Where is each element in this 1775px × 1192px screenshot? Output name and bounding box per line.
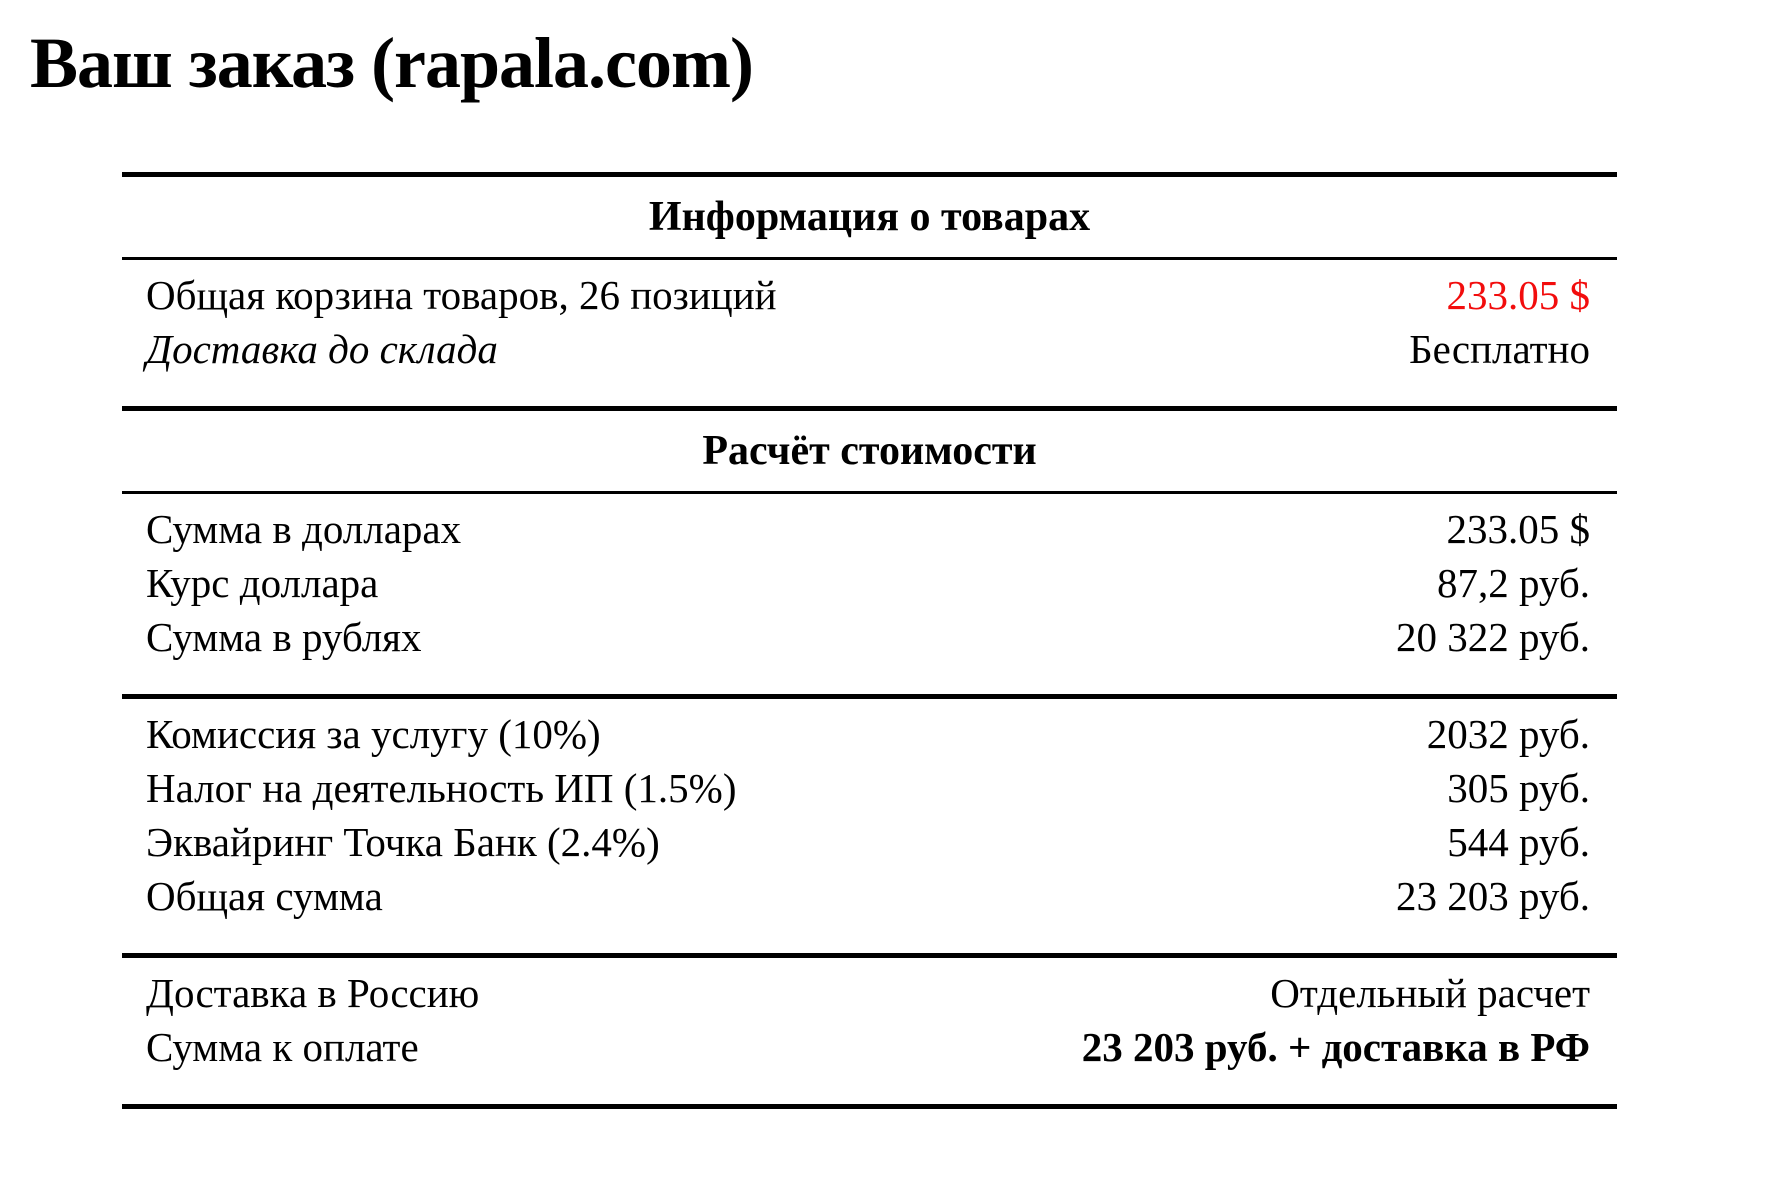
row-value-warehouse-delivery: Бесплатно [1409, 326, 1590, 372]
table-row: Курс доллара 87,2 руб. [146, 556, 1590, 610]
group-products-info: Общая корзина товаров, 26 позиций 233.05… [122, 260, 1617, 406]
group-divider-rule [122, 953, 1617, 958]
table-row: Сумма в рублях 20 322 руб. [146, 610, 1590, 664]
row-value-grand-total: 23 203 руб. [1395, 873, 1590, 919]
row-value-acquiring: 544 руб. [1447, 819, 1590, 865]
row-label-usd-rate: Курс доллара [146, 560, 379, 606]
row-label-russia-delivery: Доставка в Россию [146, 970, 480, 1016]
row-label-amount-due: Сумма к оплате [146, 1024, 419, 1070]
row-label-cart-total: Общая корзина товаров, 26 позиций [146, 272, 777, 318]
row-label-warehouse-delivery: Доставка до склада [146, 326, 498, 372]
row-value-sum-rub: 20 322 руб. [1395, 614, 1590, 660]
row-value-amount-due: 23 203 руб. + доставка в РФ [1081, 1024, 1590, 1070]
section-header-products-info: Информация о товарах [648, 194, 1091, 240]
row-value-russia-delivery: Отдельный расчет [1270, 970, 1590, 1016]
table-row: Общая корзина товаров, 26 позиций 233.05… [146, 268, 1590, 322]
section-header-cost-calculation: Расчёт стоимости [702, 428, 1037, 474]
table-row: Доставка до склада Бесплатно [146, 322, 1590, 376]
group-payment: Доставка в Россию Отдельный расчет Сумма… [122, 958, 1617, 1104]
table-row: Сумма к оплате 23 203 руб. + доставка в … [146, 1020, 1590, 1074]
row-value-usd-rate: 87,2 руб. [1436, 560, 1590, 606]
table-row: Сумма в долларах 233.05 $ [146, 502, 1590, 556]
table-row: Комиссия за услугу (10%) 2032 руб. [146, 707, 1590, 761]
group-currency-conversion: Сумма в долларах 233.05 $ Курс доллара 8… [122, 494, 1617, 694]
header-underline-rule [122, 257, 1617, 260]
row-label-sum-rub: Сумма в рублях [146, 614, 422, 660]
row-value-cart-total: 233.05 $ [1446, 272, 1591, 318]
table-bottom-rule [122, 1104, 1617, 1109]
order-table: Информация о товарах Общая корзина товар… [122, 172, 1617, 1109]
row-label-service-fee: Комиссия за услугу (10%) [146, 711, 601, 757]
table-row: Общая сумма 23 203 руб. [146, 869, 1590, 923]
row-label-grand-total: Общая сумма [146, 873, 383, 919]
header-underline-rule [122, 491, 1617, 494]
group-divider-rule [122, 694, 1617, 699]
table-row: Доставка в Россию Отдельный расчет [146, 966, 1590, 1020]
row-value-service-fee: 2032 руб. [1426, 711, 1590, 757]
row-label-tax: Налог на деятельность ИП (1.5%) [146, 765, 737, 811]
page-title: Ваш заказ (rapala.com) [30, 23, 754, 103]
row-value-sum-usd: 233.05 $ [1446, 506, 1591, 552]
group-fees: Комиссия за услугу (10%) 2032 руб. Налог… [122, 699, 1617, 953]
section-divider-rule [122, 406, 1617, 411]
table-row: Налог на деятельность ИП (1.5%) 305 руб. [146, 761, 1590, 815]
row-value-tax: 305 руб. [1447, 765, 1590, 811]
table-top-rule [122, 172, 1617, 177]
row-label-acquiring: Эквайринг Точка Банк (2.4%) [146, 819, 660, 865]
table-row: Эквайринг Точка Банк (2.4%) 544 руб. [146, 815, 1590, 869]
row-label-sum-usd: Сумма в долларах [146, 506, 462, 552]
